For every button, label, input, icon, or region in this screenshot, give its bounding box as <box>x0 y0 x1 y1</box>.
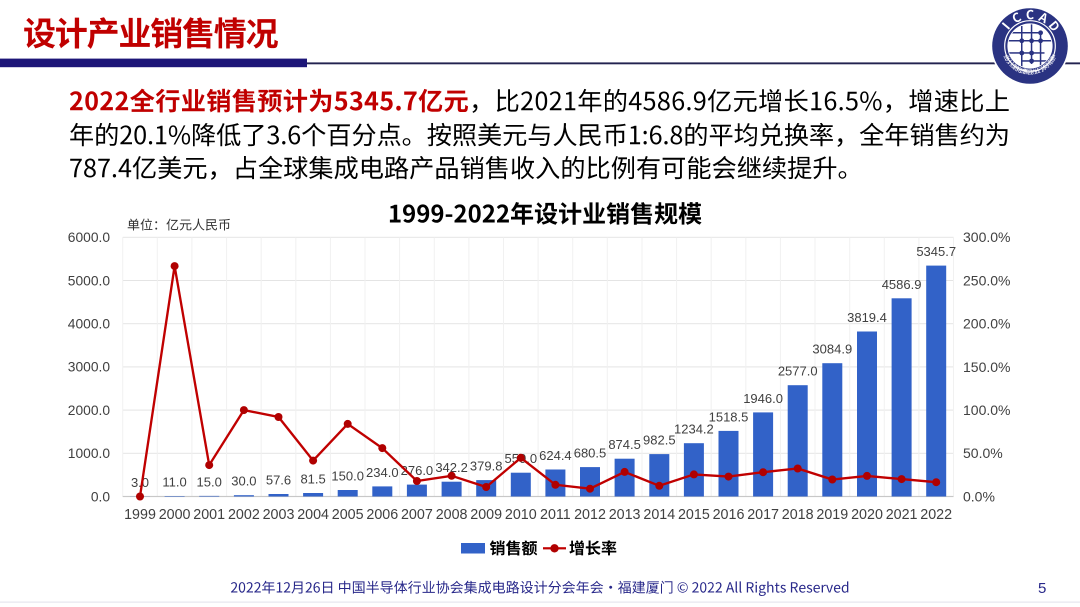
svg-text:2018: 2018 <box>782 507 814 523</box>
svg-text:6000.0: 6000.0 <box>68 230 111 245</box>
svg-text:680.5: 680.5 <box>574 446 607 461</box>
svg-text:2016: 2016 <box>713 507 745 523</box>
svg-text:2009: 2009 <box>470 507 502 523</box>
svg-text:3084.9: 3084.9 <box>812 342 852 357</box>
svg-text:11.0: 11.0 <box>162 475 186 490</box>
svg-text:150.0%: 150.0% <box>963 359 1010 375</box>
svg-text:2021: 2021 <box>886 507 918 523</box>
svg-text:624.4: 624.4 <box>539 448 572 463</box>
svg-text:2013: 2013 <box>609 507 641 523</box>
svg-text:379.8: 379.8 <box>470 459 503 474</box>
svg-text:874.5: 874.5 <box>608 437 641 452</box>
svg-text:2022: 2022 <box>920 507 952 523</box>
svg-text:2000: 2000 <box>159 507 191 523</box>
svg-text:2001: 2001 <box>193 507 225 523</box>
svg-text:2004: 2004 <box>297 507 329 523</box>
svg-text:1518.5: 1518.5 <box>709 409 749 424</box>
svg-text:3.0: 3.0 <box>131 475 149 490</box>
svg-text:300.0%: 300.0% <box>963 229 1010 245</box>
svg-text:2015: 2015 <box>678 507 710 523</box>
svg-text:2012: 2012 <box>574 507 606 523</box>
svg-text:250.0%: 250.0% <box>963 272 1010 288</box>
svg-text:2577.0: 2577.0 <box>778 364 818 379</box>
svg-text:50.0%: 50.0% <box>963 445 1003 461</box>
svg-text:2006: 2006 <box>366 507 398 523</box>
svg-text:1234.2: 1234.2 <box>674 422 714 437</box>
svg-text:1000.0: 1000.0 <box>68 446 111 461</box>
svg-text:3000.0: 3000.0 <box>68 360 111 375</box>
svg-text:2002: 2002 <box>228 507 260 523</box>
svg-text:81.5: 81.5 <box>300 472 325 487</box>
svg-text:4586.9: 4586.9 <box>882 277 922 292</box>
svg-text:2000.0: 2000.0 <box>68 403 111 418</box>
svg-text:982.5: 982.5 <box>643 433 676 448</box>
svg-text:4000.0: 4000.0 <box>68 317 111 332</box>
svg-text:5000.0: 5000.0 <box>68 273 111 288</box>
svg-text:2005: 2005 <box>332 507 364 523</box>
svg-text:3819.4: 3819.4 <box>847 310 887 325</box>
svg-text:2020: 2020 <box>851 507 883 523</box>
svg-text:150.0: 150.0 <box>331 469 364 484</box>
svg-text:0.0: 0.0 <box>91 489 111 504</box>
svg-text:342.2: 342.2 <box>435 460 468 475</box>
svg-text:5: 5 <box>1038 580 1046 597</box>
svg-text:1946.0: 1946.0 <box>743 391 783 406</box>
svg-text:1999: 1999 <box>124 507 156 523</box>
svg-text:5345.7: 5345.7 <box>916 244 956 259</box>
svg-text:100.0%: 100.0% <box>963 402 1010 418</box>
svg-text:2017: 2017 <box>747 507 779 523</box>
svg-text:2010: 2010 <box>505 507 537 523</box>
svg-text:2007: 2007 <box>401 507 433 523</box>
svg-text:234.0: 234.0 <box>366 465 399 480</box>
svg-text:2008: 2008 <box>436 507 468 523</box>
svg-text:30.0: 30.0 <box>231 474 256 489</box>
svg-text:57.6: 57.6 <box>266 473 291 488</box>
svg-text:2019: 2019 <box>816 507 848 523</box>
svg-text:2011: 2011 <box>540 507 571 523</box>
svg-text:2003: 2003 <box>263 507 295 523</box>
svg-text:2014: 2014 <box>643 507 675 523</box>
svg-text:200.0%: 200.0% <box>963 316 1010 332</box>
svg-text:0.0%: 0.0% <box>963 488 995 504</box>
svg-text:15.0: 15.0 <box>197 474 222 489</box>
